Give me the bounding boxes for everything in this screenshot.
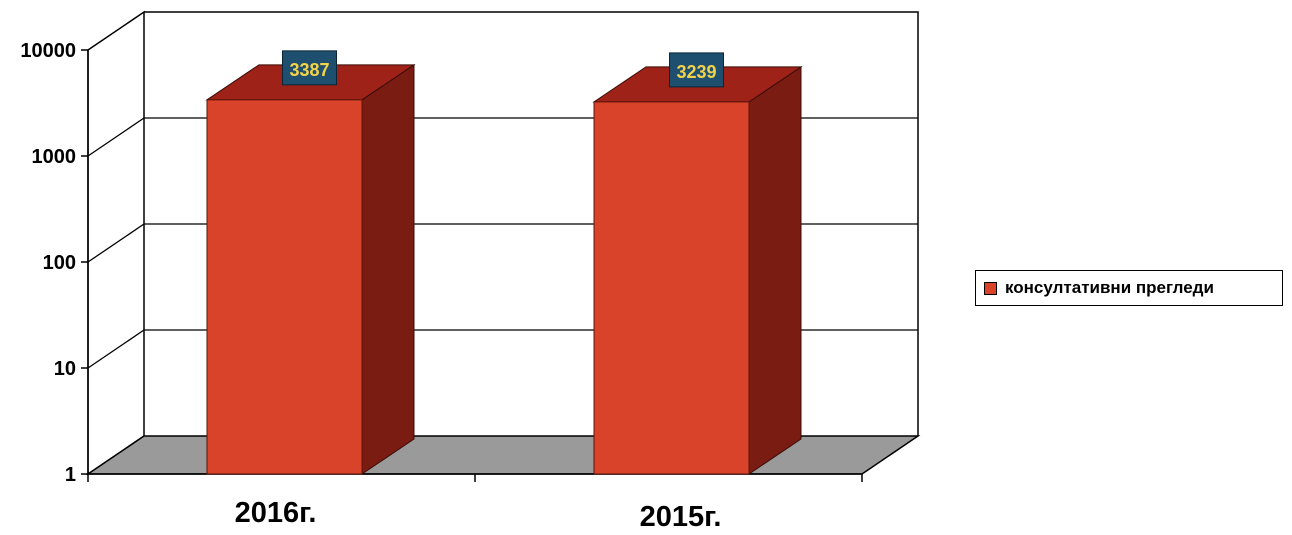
data-label-box: [282, 50, 337, 86]
bar-side: [361, 63, 415, 475]
x-tick-label: 2015г.: [640, 501, 722, 533]
data-labels: 3387 3239: [282, 50, 724, 88]
bar-side: [748, 65, 802, 475]
legend: консултативни прегледи: [975, 270, 1283, 306]
bar-front: [206, 99, 363, 475]
bar-front: [593, 101, 750, 475]
back-wall: [144, 11, 919, 436]
y-tick-label: 100: [43, 252, 76, 274]
x-tick-label: 2016г.: [235, 497, 317, 529]
bar: [592, 65, 803, 475]
y-tick-label: 10000: [20, 40, 76, 62]
legend-label: консултативни прегледи: [1005, 278, 1214, 297]
data-label-text: 3387: [289, 60, 329, 80]
y-axis: 1 10 100 1000 10000: [20, 40, 89, 486]
x-axis: 2016г. 2015г.: [87, 473, 863, 533]
y-tick-label: 1: [65, 464, 76, 486]
y-tick-label: 10: [54, 358, 76, 380]
bars: [205, 63, 803, 475]
bar: [205, 63, 416, 475]
data-label-text: 3239: [676, 62, 716, 82]
legend-swatch: [984, 281, 997, 295]
data-label: 3387: [282, 50, 337, 86]
data-label: 3239: [669, 52, 724, 88]
y-tick-label: 1000: [32, 146, 77, 168]
data-label-box: [669, 52, 724, 88]
